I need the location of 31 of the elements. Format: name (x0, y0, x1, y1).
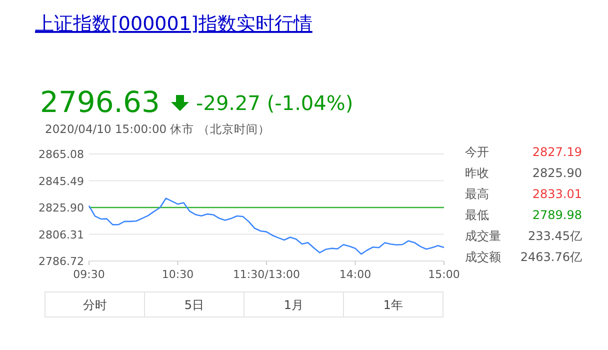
y-tick-label: 2806.31 (38, 228, 84, 242)
chart-title: 上证指数[000001]指数实时行情 (35, 13, 312, 35)
y-tick-label: 2865.08 (38, 148, 84, 161)
text: 1月 (284, 298, 304, 312)
text: 今开 (465, 145, 489, 159)
text: 分时 (82, 298, 107, 312)
text: 成交额 (465, 250, 501, 264)
x-tick-label: 10:30 (162, 268, 194, 281)
text: 2796.63 (40, 85, 160, 119)
text: 5日 (184, 298, 204, 312)
text: 成交量 (465, 229, 501, 243)
x-tick-label: 15:00 (428, 268, 460, 281)
line-series (88, 198, 445, 255)
text: 最高 (465, 187, 489, 201)
y-tick-label: 2786.72 (38, 255, 84, 268)
x-tick-label: 14:00 (339, 268, 372, 281)
text: 2020/04/10 15:00:00 休市 （北京时间） (45, 122, 270, 136)
text: 1年 (383, 298, 404, 312)
text: 2825.90 (532, 166, 582, 180)
text: 2833.01 (532, 187, 582, 201)
text: 2827.19 (532, 145, 582, 159)
text: 2463.76亿 (520, 250, 582, 264)
text: 昨收 (465, 166, 489, 180)
text: 2789.98 (532, 208, 582, 222)
y-tick-label: 2825.90 (38, 202, 84, 214)
x-tick-label: 11:30/13:00 (232, 268, 300, 281)
text: -29.27 (-1.04%) (196, 91, 354, 115)
text: 最低 (465, 208, 489, 222)
text: 233.45亿 (528, 229, 582, 243)
y-tick-label: 2845.49 (38, 174, 84, 188)
x-tick-label: 09:30 (73, 268, 105, 281)
